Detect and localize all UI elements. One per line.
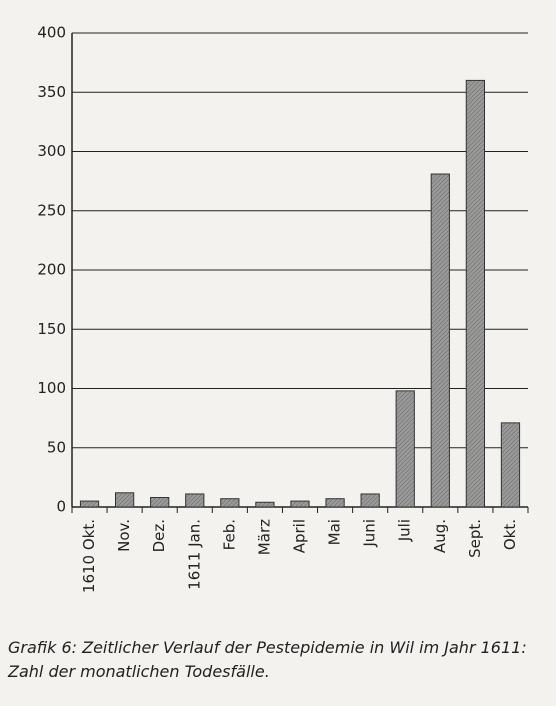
bar — [114, 492, 135, 508]
x-tick-label: Aug. — [431, 519, 449, 553]
bar — [360, 493, 380, 508]
x-tick-label: 1611 Jan. — [185, 519, 203, 590]
y-tick-label: 200 — [37, 261, 66, 279]
caption: Grafik 6: Zeitlicher Verlauf der Pestepi… — [8, 638, 527, 681]
y-tick-label: 50 — [47, 438, 66, 456]
chart: 0 50 100 150 200 250 300 350 400 1610 Okt. Nov. Dez… — [37, 24, 529, 593]
x-tick-label: 1610 Okt. — [80, 519, 98, 593]
x-tick-label: Juni — [361, 519, 379, 548]
y-tick-label: 0 — [56, 498, 66, 516]
bar — [220, 498, 240, 508]
bar — [255, 501, 275, 508]
x-tick-label: April — [291, 519, 309, 553]
x-tick-label: Dez. — [150, 519, 168, 552]
bar — [465, 79, 486, 508]
bar — [430, 173, 450, 508]
y-tick-label: 250 — [37, 201, 66, 219]
x-tick-label: Okt. — [501, 519, 519, 550]
x-tick-label: Juli — [396, 519, 414, 542]
bar — [185, 493, 205, 508]
x-tick-label: Nov. — [115, 519, 133, 552]
bar — [79, 500, 100, 508]
bar — [290, 500, 310, 508]
x-tick-label: März — [255, 519, 273, 555]
x-tick-label: Mai — [326, 519, 344, 545]
x-tick-label: Sept. — [466, 519, 484, 558]
bar — [500, 422, 521, 508]
bar — [150, 497, 170, 508]
y-tick-label: 100 — [37, 379, 66, 397]
x-tick-label: Feb. — [220, 519, 238, 550]
bar — [395, 390, 415, 508]
y-tick-label: 400 — [37, 24, 66, 42]
y-tick-label: 350 — [37, 83, 66, 101]
y-tick-label: 150 — [37, 320, 66, 338]
y-tick-label: 300 — [37, 142, 66, 160]
bar — [325, 498, 345, 508]
